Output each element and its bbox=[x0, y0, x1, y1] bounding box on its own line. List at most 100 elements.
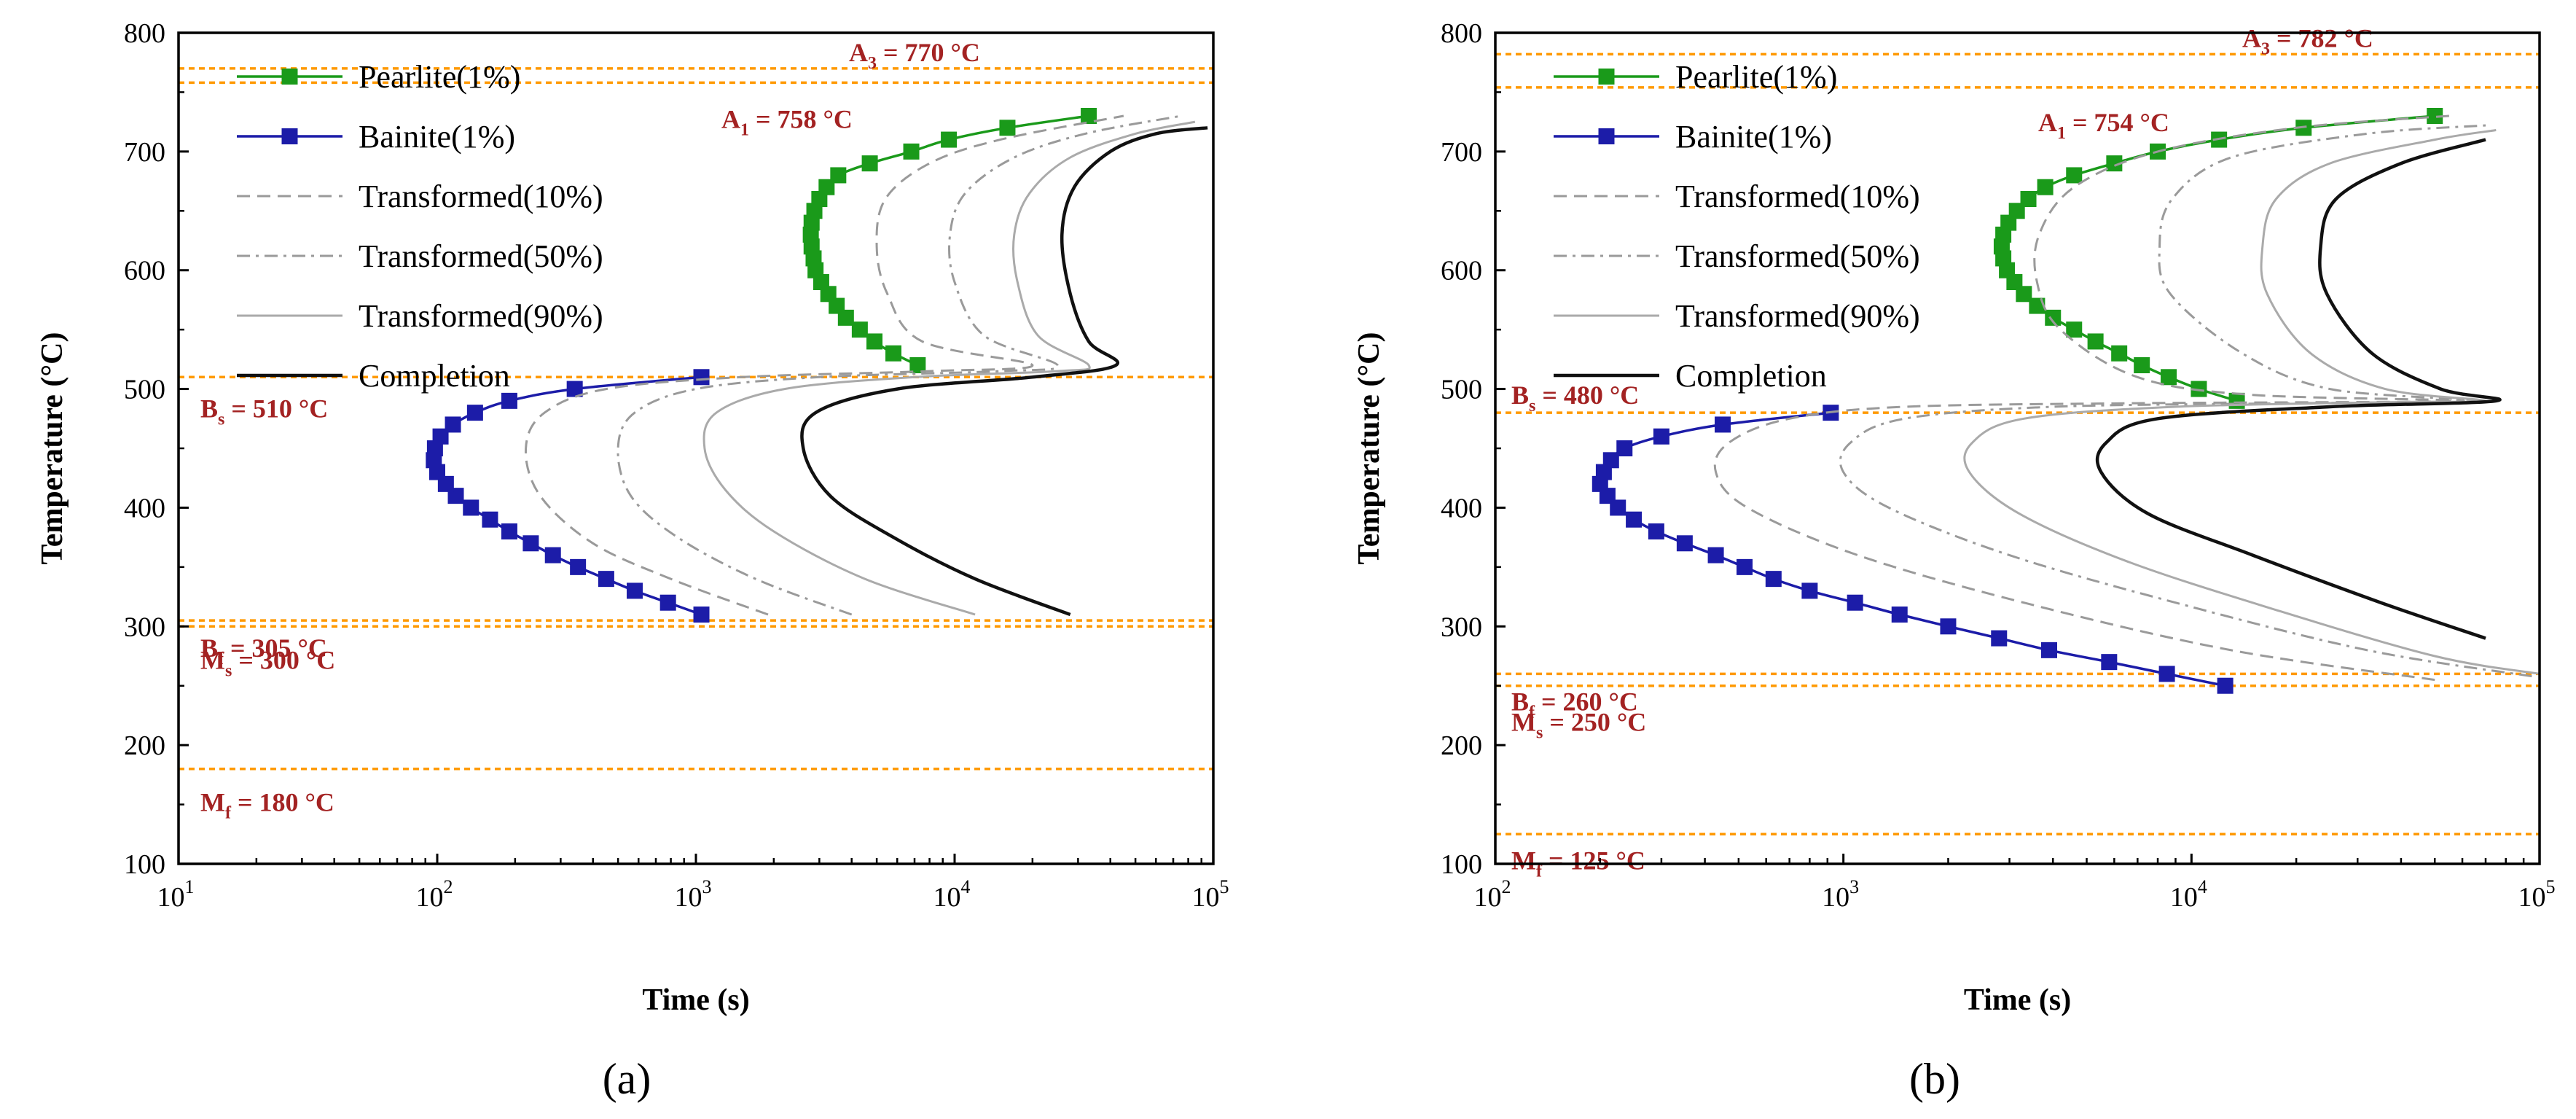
series-marker bbox=[2106, 155, 2123, 172]
x-tick-label: 105 bbox=[2518, 876, 2556, 913]
series-marker bbox=[2020, 191, 2037, 207]
series-marker bbox=[1648, 523, 1664, 539]
y-tick-label: 500 bbox=[1441, 375, 1482, 405]
series-marker bbox=[2037, 179, 2054, 195]
series-line bbox=[800, 126, 1208, 617]
series-line bbox=[2000, 114, 2435, 402]
series-marker bbox=[2101, 654, 2118, 671]
series-marker bbox=[1765, 571, 1782, 588]
reference-label: A1 = 758 °C bbox=[721, 104, 853, 139]
y-tick-label: 100 bbox=[1441, 849, 1482, 880]
series-marker bbox=[693, 607, 710, 623]
series-marker bbox=[885, 345, 902, 362]
y-tick-label: 400 bbox=[1441, 493, 1482, 523]
series-marker bbox=[1626, 511, 1643, 528]
series-marker bbox=[627, 582, 643, 599]
legend-entry: Transformed(10%) bbox=[1675, 179, 1920, 214]
legend-swatch-marker bbox=[1598, 69, 1615, 85]
y-tick-label: 500 bbox=[124, 375, 165, 405]
series-marker bbox=[693, 369, 710, 386]
series-marker bbox=[566, 381, 583, 397]
legend: Pearlite(1%) Bainite(1%) Transformed(10%) T… bbox=[1554, 59, 1920, 394]
y-tick-label: 300 bbox=[1441, 612, 1482, 642]
series-marker bbox=[659, 594, 676, 611]
series-marker bbox=[463, 499, 479, 516]
series-marker bbox=[866, 333, 883, 350]
series-marker bbox=[1801, 582, 1818, 599]
series-marker bbox=[2191, 381, 2207, 397]
series-marker bbox=[445, 416, 461, 433]
legend-swatch-marker bbox=[1598, 128, 1615, 144]
legend-swatch-marker bbox=[281, 128, 298, 144]
series-marker bbox=[1616, 440, 1633, 456]
series-marker bbox=[2228, 392, 2245, 409]
series-line bbox=[2095, 138, 2502, 640]
series-marker bbox=[2066, 321, 2083, 338]
series-marker bbox=[999, 120, 1016, 136]
series-marker bbox=[2158, 666, 2175, 682]
series-marker bbox=[861, 155, 878, 172]
series-marker bbox=[2040, 642, 2057, 658]
series-marker bbox=[482, 511, 498, 528]
series-marker bbox=[2066, 167, 2083, 184]
series-marker bbox=[570, 558, 587, 575]
panel-label-b: (b) bbox=[1909, 1055, 1960, 1103]
series-marker bbox=[1940, 618, 1957, 635]
x-tick-label: 105 bbox=[1192, 876, 1229, 913]
legend-entry: Transformed(90%) bbox=[359, 298, 603, 334]
series-marker bbox=[1891, 607, 1908, 623]
legend-swatch-marker bbox=[281, 69, 298, 85]
plot-frame bbox=[177, 31, 1215, 865]
plot-frame bbox=[1494, 31, 2541, 865]
legend-entry: Pearlite(1%) bbox=[359, 59, 520, 95]
series-marker bbox=[1991, 630, 2008, 647]
series-group bbox=[426, 108, 1208, 623]
series-marker bbox=[830, 167, 847, 184]
x-axis-label: Time (s) bbox=[642, 983, 749, 1017]
x-tick-label: 103 bbox=[1822, 876, 1859, 913]
series-marker bbox=[1602, 452, 1619, 469]
y-axis-label: Temperature (°C) bbox=[1352, 332, 1386, 565]
reference-label: Ms = 250 °C bbox=[1511, 708, 1646, 743]
legend-entry: Transformed(50%) bbox=[359, 238, 603, 274]
legend-entry: Bainite(1%) bbox=[1675, 119, 1832, 155]
series-marker bbox=[432, 428, 449, 445]
y-tick-label: 100 bbox=[124, 849, 165, 880]
x-tick-label: 104 bbox=[933, 876, 971, 913]
reference-label: Mf = 180 °C bbox=[200, 788, 334, 823]
series-marker bbox=[466, 405, 483, 421]
y-tick-label: 400 bbox=[124, 493, 165, 523]
reference-label: A3 = 782 °C bbox=[2242, 23, 2373, 58]
series-marker bbox=[1081, 108, 1097, 124]
legend-entry: Completion bbox=[359, 358, 510, 394]
x-tick-label: 102 bbox=[1474, 876, 1511, 913]
legend-entry: Transformed(90%) bbox=[1675, 298, 1920, 334]
series-marker bbox=[1653, 428, 1669, 445]
series-line bbox=[525, 114, 1124, 616]
chart-panel-a: A3 = 770 °C A1 = 758 °C Bs = 510 °C Bf = 30… bbox=[36, 18, 1229, 1017]
series-marker bbox=[2427, 108, 2443, 124]
y-tick-label: 200 bbox=[124, 730, 165, 761]
series-marker bbox=[522, 535, 539, 552]
series-line bbox=[702, 120, 1196, 616]
legend-entry: Transformed(50%) bbox=[1675, 238, 1920, 274]
y-tick-label: 600 bbox=[124, 256, 165, 286]
series-line bbox=[1963, 129, 2540, 675]
chart-panel-b: A3 = 782 °C A1 = 754 °C Bs = 480 °C Bf = 26… bbox=[1352, 18, 2556, 1017]
series-marker bbox=[941, 131, 958, 148]
reference-label: A1 = 754 °C bbox=[2038, 108, 2169, 143]
panel-label-a: (a) bbox=[603, 1055, 651, 1103]
reference-label: A3 = 770 °C bbox=[849, 38, 980, 73]
x-axis-label: Time (s) bbox=[1964, 983, 2071, 1017]
series-marker bbox=[909, 357, 926, 373]
y-tick-label: 800 bbox=[124, 18, 165, 49]
legend: Pearlite(1%) Bainite(1%) Transformed(10%) T… bbox=[237, 59, 603, 394]
legend-entry: Pearlite(1%) bbox=[1675, 59, 1837, 95]
x-tick-label: 101 bbox=[157, 876, 195, 913]
y-tick-label: 800 bbox=[1441, 18, 1482, 49]
reference-label: Bs = 480 °C bbox=[1511, 381, 1639, 416]
series-marker bbox=[501, 392, 517, 409]
legend-entry: Completion bbox=[1675, 358, 1827, 394]
y-axis-label: Temperature (°C) bbox=[36, 332, 69, 565]
